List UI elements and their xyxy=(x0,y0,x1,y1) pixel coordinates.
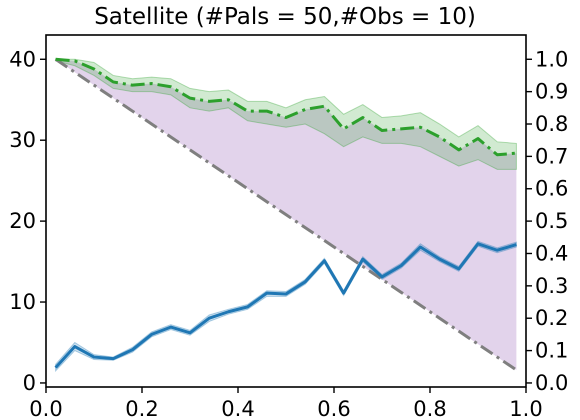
y-right-tick-label: 0.6 xyxy=(535,177,568,201)
y-right-tick-label: 0.5 xyxy=(535,209,568,233)
y-right-tick-label: 0.1 xyxy=(535,339,568,363)
x-tick-label: 0.0 xyxy=(29,397,62,420)
y-right-tick-label: 0.0 xyxy=(535,371,568,395)
y-left-tick-label: 10 xyxy=(9,290,36,314)
y-left-tick-label: 30 xyxy=(9,128,36,152)
y-left-tick-label: 40 xyxy=(9,47,36,71)
y-left-tick-label: 0 xyxy=(23,371,36,395)
blue-series-line xyxy=(54,242,517,369)
y-right-tick-label: 0.7 xyxy=(535,144,568,168)
y-right-tick-label: 1.0 xyxy=(535,47,568,71)
plot-area xyxy=(54,57,518,373)
y-right-tick-label: 0.2 xyxy=(535,306,568,330)
y-right-tick-label: 0.8 xyxy=(535,112,568,136)
x-tick-label: 0.2 xyxy=(125,397,158,420)
y-axis-right: 0.0 0.1 0.2 0.3 0.4 0.5 0.6 0.7 0.8 0.9 1.0 xyxy=(526,47,568,395)
x-tick-label: 0.8 xyxy=(413,397,446,420)
y-right-tick-label: 0.3 xyxy=(535,274,568,298)
green-series-line xyxy=(55,57,517,157)
x-tick-label: 1.0 xyxy=(509,397,542,420)
y-axis-left: 0 10 20 30 40 xyxy=(9,47,46,395)
y-left-tick-label: 20 xyxy=(9,209,36,233)
y-right-tick-label: 0.9 xyxy=(535,80,568,104)
grey-series-line xyxy=(54,58,518,372)
plot-frame xyxy=(45,34,527,388)
chart-title: Satellite (#Pals = 50,#Obs = 10) xyxy=(94,4,476,30)
x-tick-label: 0.4 xyxy=(221,397,254,420)
x-tick-label: 0.6 xyxy=(317,397,350,420)
x-axis: 0.0 0.2 0.4 0.6 0.8 1.0 xyxy=(29,387,543,420)
y-right-tick-label: 0.4 xyxy=(535,241,568,265)
